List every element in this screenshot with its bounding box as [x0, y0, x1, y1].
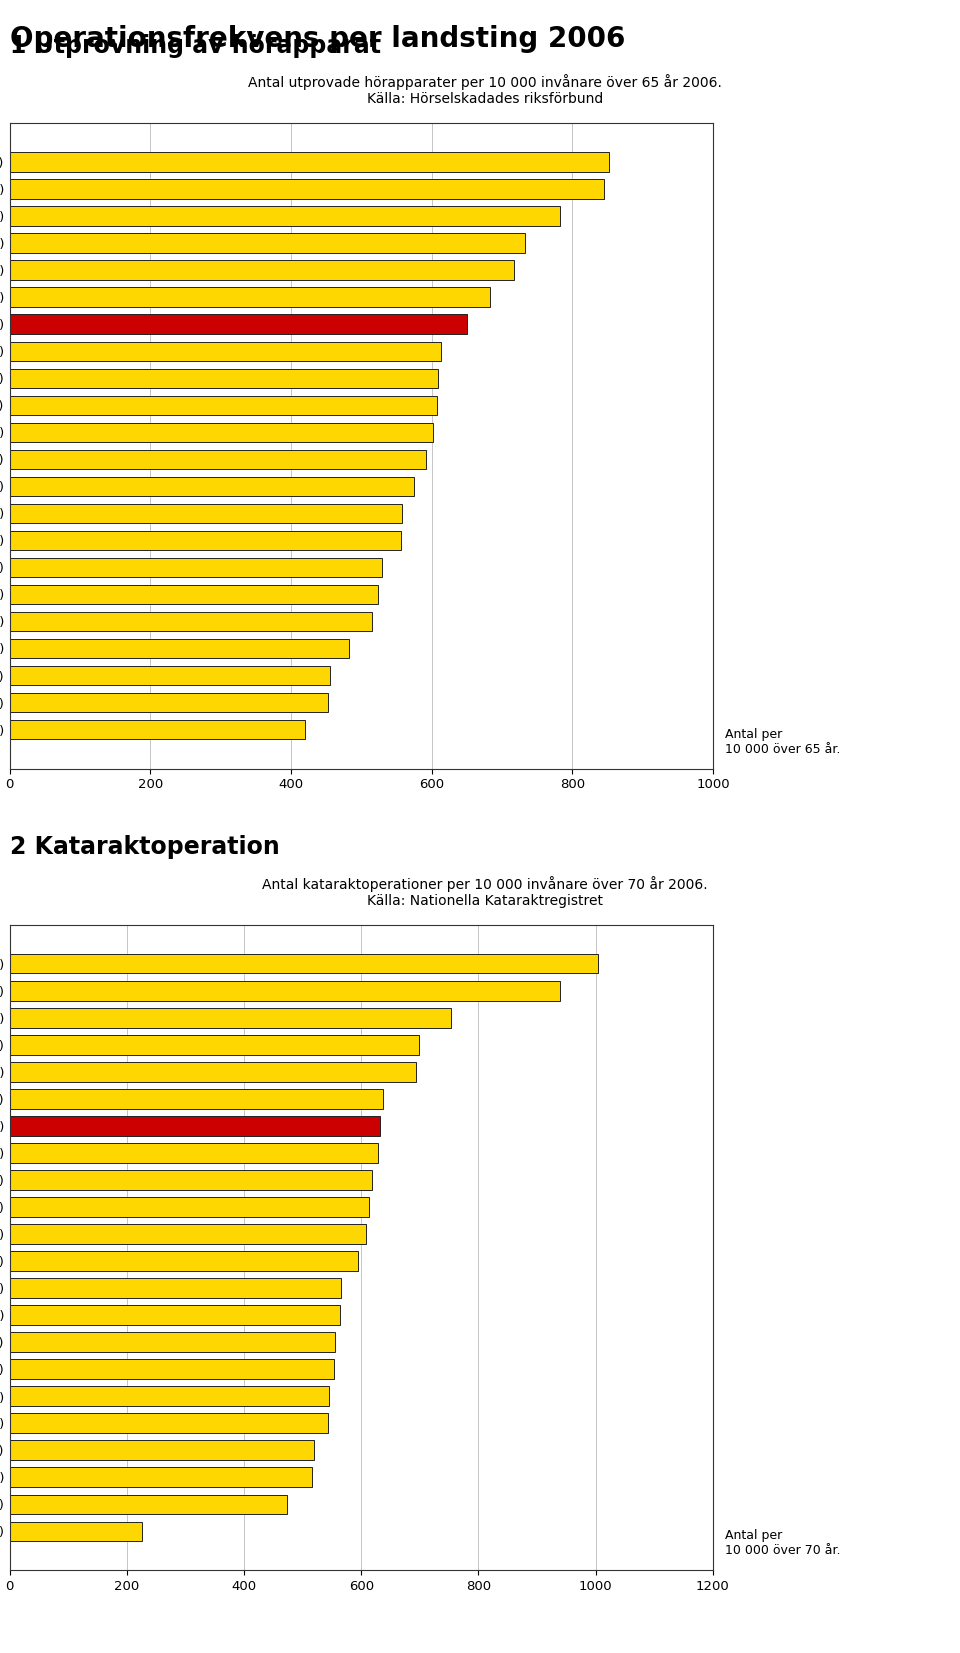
Text: 2 Kataraktoperation: 2 Kataraktoperation — [10, 835, 279, 860]
Bar — [10, 1063, 416, 1081]
Bar — [10, 585, 378, 605]
Bar — [10, 207, 560, 226]
Bar — [10, 395, 437, 415]
Bar — [10, 531, 400, 550]
Text: Operationsfrekvens per landsting 2006: Operationsfrekvens per landsting 2006 — [10, 25, 625, 53]
Text: Antal utprovade hörapparater per 10 000 invånare över 65 år 2006.
Källa: Hörsels: Antal utprovade hörapparater per 10 000 … — [248, 74, 722, 106]
Bar — [10, 423, 433, 441]
Text: Antal per
10 000 över 65 år.: Antal per 10 000 över 65 år. — [725, 727, 841, 755]
Bar — [10, 1521, 142, 1541]
Bar — [10, 342, 441, 360]
Bar — [10, 1332, 335, 1352]
Text: Antal per
10 000 över 70 år.: Antal per 10 000 över 70 år. — [725, 1529, 841, 1557]
Bar — [10, 1197, 370, 1217]
Bar — [10, 1170, 372, 1190]
Bar — [10, 982, 560, 1000]
Bar — [10, 1359, 334, 1379]
Bar — [10, 369, 439, 388]
Bar — [10, 288, 490, 307]
Bar — [10, 1225, 366, 1243]
Bar — [10, 557, 382, 577]
Bar — [10, 504, 402, 522]
Bar — [10, 1468, 312, 1488]
Bar — [10, 152, 609, 172]
Text: Antal kataraktoperationer per 10 000 invånare över 70 år 2006.
Källa: Nationella: Antal kataraktoperationer per 10 000 inv… — [262, 876, 708, 907]
Bar — [10, 1494, 287, 1514]
Bar — [10, 1387, 329, 1407]
Bar — [10, 1440, 314, 1460]
Bar — [10, 1413, 327, 1433]
Bar — [10, 1089, 383, 1109]
Bar — [10, 666, 330, 686]
Bar — [10, 450, 426, 469]
Bar — [10, 476, 414, 496]
Bar — [10, 954, 598, 974]
Bar — [10, 233, 525, 253]
Bar — [10, 719, 304, 739]
Bar — [10, 314, 468, 334]
Bar — [10, 180, 604, 198]
Bar — [10, 1278, 341, 1298]
Bar — [10, 693, 328, 712]
Text: 1 Utprovning av hörapparat: 1 Utprovning av hörapparat — [10, 33, 380, 58]
Bar — [10, 1144, 378, 1162]
Bar — [10, 1035, 419, 1055]
Bar — [10, 612, 372, 631]
Bar — [10, 1306, 340, 1324]
Bar — [10, 1251, 358, 1271]
Bar — [10, 1116, 380, 1136]
Bar — [10, 638, 349, 658]
Bar — [10, 261, 514, 279]
Bar — [10, 1008, 450, 1028]
